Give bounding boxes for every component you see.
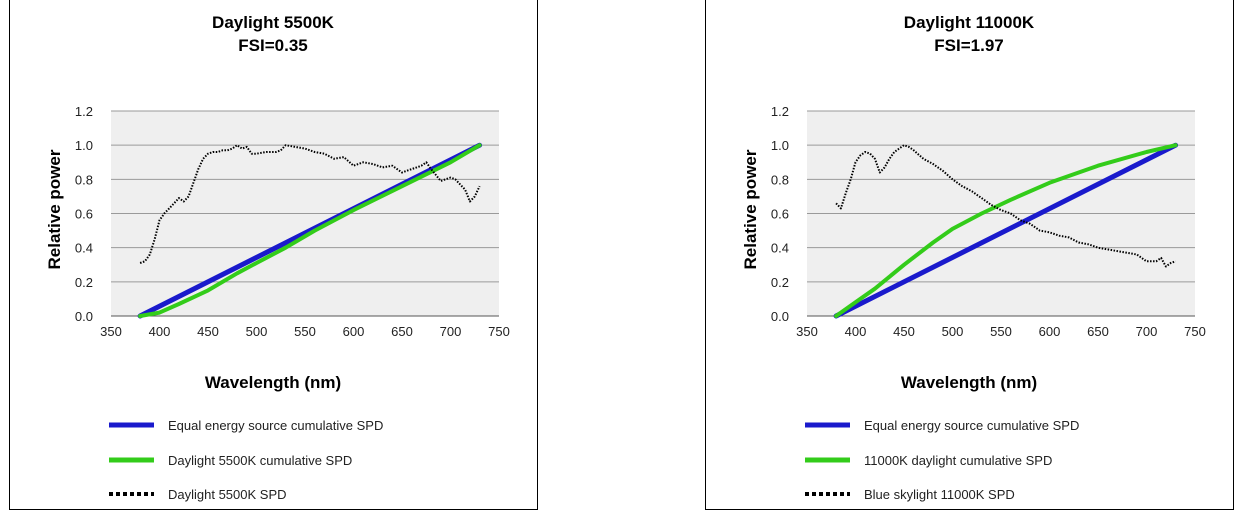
x-tick-label: 750 — [488, 324, 510, 339]
chart-panel-daylight-11000k: Daylight 11000K FSI=1.97 0.0 0.2 0.4 0.6 0.8 1.… — [705, 0, 1234, 510]
y-tick-label: 0.4 — [75, 241, 93, 256]
y-tick-label: 0.0 — [75, 309, 93, 324]
x-tick-label: 750 — [1184, 324, 1206, 339]
x-tick-label: 400 — [845, 324, 867, 339]
series-line-cumulative-spd — [138, 143, 482, 318]
y-tick-label: 0.2 — [771, 275, 789, 290]
x-tick-label: 500 — [246, 324, 268, 339]
y-tick-label: 0.2 — [75, 275, 93, 290]
x-tick-label: 350 — [796, 324, 818, 339]
chart-svg-daylight-5500k: Daylight 5500K FSI=0.35 0.0 0.2 0.4 0.6 0.8 1.0… — [45, 13, 510, 502]
x-tick-label: 350 — [100, 324, 122, 339]
chart-title: Daylight 5500K — [212, 13, 335, 32]
y-tick-label: 0.4 — [771, 241, 789, 256]
y-tick-label: 1.2 — [771, 104, 789, 119]
legend-label: Daylight 5500K cumulative SPD — [168, 453, 352, 468]
x-tick-label: 550 — [294, 324, 316, 339]
y-tick-label: 0.6 — [75, 207, 93, 222]
y-axis-label: Relative power — [741, 149, 760, 269]
chart-subtitle: FSI=1.97 — [934, 36, 1003, 55]
series-line-spd — [835, 144, 1176, 268]
chart-title: Daylight 11000K — [904, 13, 1035, 32]
chart-panel-daylight-5500k: Daylight 5500K FSI=0.35 0.0 0.2 0.4 0.6 0.8 1.0… — [9, 0, 538, 510]
series-line-cumulative-spd — [834, 143, 1178, 318]
x-tick-label: 550 — [990, 324, 1012, 339]
x-tick-label: 600 — [1039, 324, 1061, 339]
x-tick-label: 450 — [197, 324, 219, 339]
y-tick-label: 1.0 — [75, 138, 93, 153]
y-tick-label: 0.8 — [771, 172, 789, 187]
x-tick-label: 700 — [440, 324, 462, 339]
legend-label: Blue skylight 11000K SPD — [864, 487, 1015, 502]
x-axis-label: Wavelength (nm) — [205, 373, 341, 392]
legend-label: Equal energy source cumulative SPD — [864, 418, 1079, 433]
series-line-spd — [139, 144, 481, 264]
x-tick-label: 650 — [391, 324, 413, 339]
chart-subtitle: FSI=0.35 — [238, 36, 307, 55]
x-tick-label: 600 — [343, 324, 365, 339]
x-axis-label: Wavelength (nm) — [901, 373, 1037, 392]
y-tick-label: 0.0 — [771, 309, 789, 324]
series-line-equal-energy — [833, 142, 1179, 319]
legend-label: 11000K daylight cumulative SPD — [864, 453, 1052, 468]
y-tick-label: 1.0 — [771, 138, 789, 153]
x-tick-label: 650 — [1087, 324, 1109, 339]
x-tick-label: 400 — [149, 324, 171, 339]
y-axis-label: Relative power — [45, 149, 64, 269]
legend-label: Daylight 5500K SPD — [168, 487, 287, 502]
y-tick-label: 0.8 — [75, 172, 93, 187]
x-tick-label: 500 — [942, 324, 964, 339]
x-tick-label: 700 — [1136, 324, 1158, 339]
chart-svg-daylight-11000k: Daylight 11000K FSI=1.97 0.0 0.2 0.4 0.6 0.8 1.… — [741, 13, 1206, 502]
y-tick-label: 1.2 — [75, 104, 93, 119]
y-tick-label: 0.6 — [771, 207, 789, 222]
legend-label: Equal energy source cumulative SPD — [168, 418, 383, 433]
x-tick-label: 450 — [893, 324, 915, 339]
